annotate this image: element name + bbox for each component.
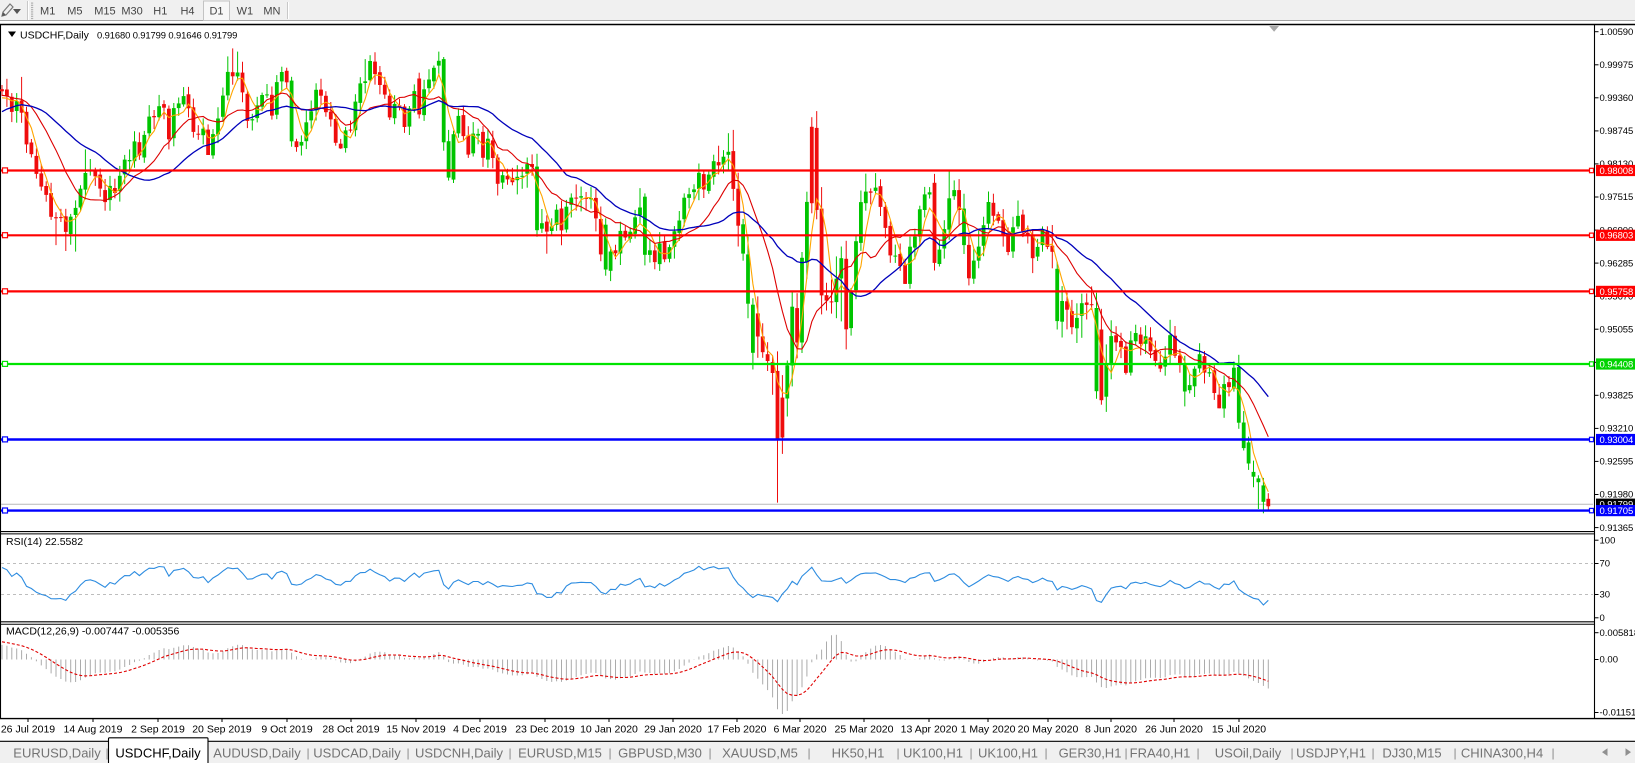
svg-text:0: 0 — [1600, 613, 1605, 624]
svg-text:0.98745: 0.98745 — [1600, 126, 1634, 137]
svg-text:|: | — [1044, 746, 1047, 760]
svg-text:HK50,H1: HK50,H1 — [832, 746, 885, 761]
svg-text:15 Nov 2019: 15 Nov 2019 — [386, 724, 446, 736]
svg-text:USOil,Daily: USOil,Daily — [1215, 746, 1282, 761]
svg-text:M1: M1 — [40, 6, 55, 18]
svg-text:USDCHF,Daily: USDCHF,Daily — [115, 746, 201, 761]
svg-text:|: | — [105, 746, 108, 760]
svg-text:UK100,H1: UK100,H1 — [903, 746, 963, 761]
svg-text:-0.011514: -0.011514 — [1600, 708, 1635, 719]
svg-text:0.96803: 0.96803 — [1600, 231, 1634, 242]
svg-text:0.93210: 0.93210 — [1600, 424, 1634, 435]
svg-text:AUDUSD,Daily: AUDUSD,Daily — [213, 746, 301, 761]
svg-text:|: | — [1124, 746, 1127, 760]
svg-text:|: | — [807, 746, 810, 760]
svg-text:M30: M30 — [121, 6, 142, 18]
svg-text:M15: M15 — [94, 6, 115, 18]
svg-text:0.96285: 0.96285 — [1600, 258, 1634, 269]
svg-text:D1: D1 — [209, 6, 223, 18]
svg-text:|: | — [608, 746, 611, 760]
svg-text:1 May 2020: 1 May 2020 — [961, 724, 1016, 736]
svg-text:USDJPY,H1: USDJPY,H1 — [1296, 746, 1366, 761]
svg-text:0.91680 0.91799 0.91646 0.9179: 0.91680 0.91799 0.91646 0.91799 — [97, 30, 237, 41]
svg-text:2 Sep 2019: 2 Sep 2019 — [131, 724, 185, 736]
svg-text:26 Jul 2019: 26 Jul 2019 — [1, 724, 55, 736]
svg-text:GBPUSD,M30: GBPUSD,M30 — [618, 746, 702, 761]
svg-text:6 Mar 2020: 6 Mar 2020 — [773, 724, 826, 736]
svg-text:H1: H1 — [153, 6, 167, 18]
svg-text:|: | — [306, 746, 309, 760]
svg-text:23 Dec 2019: 23 Dec 2019 — [515, 724, 575, 736]
svg-text:USDCAD,Daily: USDCAD,Daily — [313, 746, 401, 761]
svg-text:|: | — [406, 746, 409, 760]
svg-text:EURUSD,Daily: EURUSD,Daily — [13, 746, 101, 761]
svg-text:1.00590: 1.00590 — [1600, 27, 1634, 38]
svg-text:10 Jan 2020: 10 Jan 2020 — [580, 724, 638, 736]
svg-text:0.95758: 0.95758 — [1600, 287, 1634, 298]
svg-text:DJ30,M15: DJ30,M15 — [1382, 746, 1441, 761]
svg-text:25 Mar 2020: 25 Mar 2020 — [835, 724, 894, 736]
svg-text:M5: M5 — [67, 6, 82, 18]
svg-text:0.92595: 0.92595 — [1600, 457, 1634, 468]
svg-text:0.93825: 0.93825 — [1600, 391, 1634, 402]
svg-text:100: 100 — [1600, 535, 1616, 546]
svg-text:|: | — [969, 746, 972, 760]
svg-text:CHINA300,H4: CHINA300,H4 — [1461, 746, 1543, 761]
svg-text:FRA40,H1: FRA40,H1 — [1130, 746, 1191, 761]
svg-text:MACD(12,26,9) -0.007447 -0.005: MACD(12,26,9) -0.007447 -0.005356 — [6, 626, 180, 638]
svg-text:0.99975: 0.99975 — [1600, 60, 1634, 71]
svg-text:13 Apr 2020: 13 Apr 2020 — [901, 724, 958, 736]
svg-text:|: | — [1196, 746, 1199, 760]
svg-text:0.93004: 0.93004 — [1600, 435, 1634, 446]
svg-text:20 Sep 2019: 20 Sep 2019 — [192, 724, 252, 736]
svg-text:26 Jun 2020: 26 Jun 2020 — [1145, 724, 1203, 736]
svg-text:USDCNH,Daily: USDCNH,Daily — [415, 746, 504, 761]
svg-text:RSI(14) 22.5582: RSI(14) 22.5582 — [6, 536, 83, 548]
svg-text:0.94408: 0.94408 — [1600, 359, 1634, 370]
svg-text:|: | — [508, 746, 511, 760]
svg-text:GER30,H1: GER30,H1 — [1059, 746, 1122, 761]
svg-text:8 Jun 2020: 8 Jun 2020 — [1085, 724, 1137, 736]
svg-text:0.00: 0.00 — [1600, 655, 1619, 666]
svg-text:UK100,H1: UK100,H1 — [978, 746, 1038, 761]
svg-text:0.95055: 0.95055 — [1600, 324, 1634, 335]
svg-text:W1: W1 — [237, 6, 254, 18]
svg-text:H4: H4 — [180, 6, 194, 18]
svg-text:0.99360: 0.99360 — [1600, 93, 1634, 104]
svg-text:70: 70 — [1600, 559, 1611, 570]
svg-text:XAUUSD,M5: XAUUSD,M5 — [722, 746, 798, 761]
svg-text:USDCHF,Daily: USDCHF,Daily — [20, 30, 90, 42]
svg-text:9 Oct 2019: 9 Oct 2019 — [261, 724, 313, 736]
svg-text:30: 30 — [1600, 590, 1611, 601]
svg-text:0.97515: 0.97515 — [1600, 192, 1634, 203]
svg-text:EURUSD,M15: EURUSD,M15 — [518, 746, 602, 761]
svg-text:|: | — [1453, 746, 1456, 760]
svg-text:MN: MN — [263, 6, 280, 18]
svg-text:|: | — [1290, 746, 1293, 760]
svg-text:0.91980: 0.91980 — [1600, 490, 1634, 501]
svg-text:0.91365: 0.91365 — [1600, 523, 1634, 534]
svg-text:28 Oct 2019: 28 Oct 2019 — [322, 724, 379, 736]
svg-text:|: | — [1551, 746, 1554, 760]
svg-text:4 Dec 2019: 4 Dec 2019 — [453, 724, 507, 736]
svg-text:0.98008: 0.98008 — [1600, 166, 1634, 177]
svg-text:14 Aug 2019: 14 Aug 2019 — [64, 724, 123, 736]
svg-text:|: | — [896, 746, 899, 760]
svg-text:17 Feb 2020: 17 Feb 2020 — [708, 724, 767, 736]
svg-text:15 Jul 2020: 15 Jul 2020 — [1212, 724, 1266, 736]
svg-text:|: | — [708, 746, 711, 760]
svg-text:29 Jan 2020: 29 Jan 2020 — [644, 724, 702, 736]
svg-text:20 May 2020: 20 May 2020 — [1018, 724, 1079, 736]
svg-text:|: | — [1371, 746, 1374, 760]
svg-text:0.98130: 0.98130 — [1600, 159, 1634, 170]
svg-text:0.005818: 0.005818 — [1600, 628, 1635, 639]
svg-text:0.91705: 0.91705 — [1600, 506, 1634, 517]
